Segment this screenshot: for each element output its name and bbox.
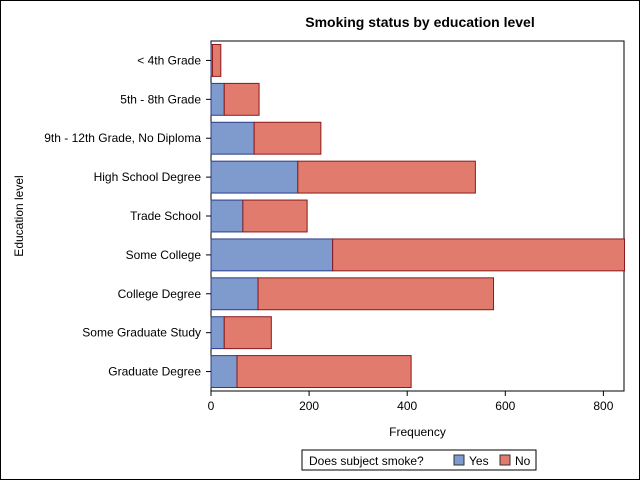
bar-yes-1 (210, 82, 225, 116)
bar-no-8 (236, 355, 412, 389)
bar-yes-5 (210, 238, 334, 272)
bar-no-5 (332, 238, 625, 272)
legend-box (301, 449, 537, 471)
y-tick-label: College Degree (118, 287, 202, 301)
bar-yes-4 (210, 199, 244, 233)
x-tick-label: 200 (299, 399, 319, 413)
legend-label-yes: Yes (469, 454, 489, 468)
bar-no-1 (223, 82, 260, 116)
x-axis-title: Frequency (389, 425, 446, 439)
legend-title: Does subject smoke? (309, 454, 424, 468)
x-tick-label: 400 (397, 399, 417, 413)
y-tick-label: Some Graduate Study (82, 326, 201, 340)
legend: Does subject smoke? Yes No (301, 449, 537, 471)
y-tick-label: < 4th Grade (137, 53, 201, 67)
bar-no-2 (253, 121, 322, 155)
legend-swatch-yes (453, 454, 465, 466)
plot-area: < 4th Grade 5th - 8th Grade 9th - 12th Gra… (44, 40, 625, 413)
y-tick-label: High School Degree (94, 170, 202, 184)
y-tick-label: 9th - 12th Grade, No Diploma (44, 131, 201, 145)
legend-label-no: No (515, 454, 531, 468)
y-tick-label: 5th - 8th Grade (120, 92, 201, 106)
bar-no-7 (223, 316, 272, 350)
bar-no-3 (297, 160, 476, 194)
bar-yes-3 (210, 160, 299, 194)
bar-no-0 (211, 44, 222, 77)
y-axis-title: Education level (12, 175, 26, 256)
y-tick-label: Some College (126, 248, 202, 262)
chart-title: Smoking status by education level (305, 14, 535, 30)
x-tick-label: 600 (495, 399, 515, 413)
legend-swatch-no (499, 454, 511, 466)
bar-yes-6 (210, 277, 259, 311)
x-tick-label: 0 (208, 399, 215, 413)
bar-no-4 (242, 199, 308, 233)
y-tick-label: Graduate Degree (108, 365, 201, 379)
x-tick-label: 800 (593, 399, 613, 413)
y-tick-label: Trade School (130, 209, 201, 223)
bar-yes-8 (210, 355, 238, 389)
bar-yes-2 (210, 121, 255, 155)
bar-yes-7 (210, 316, 225, 350)
bar-no-6 (257, 277, 495, 311)
